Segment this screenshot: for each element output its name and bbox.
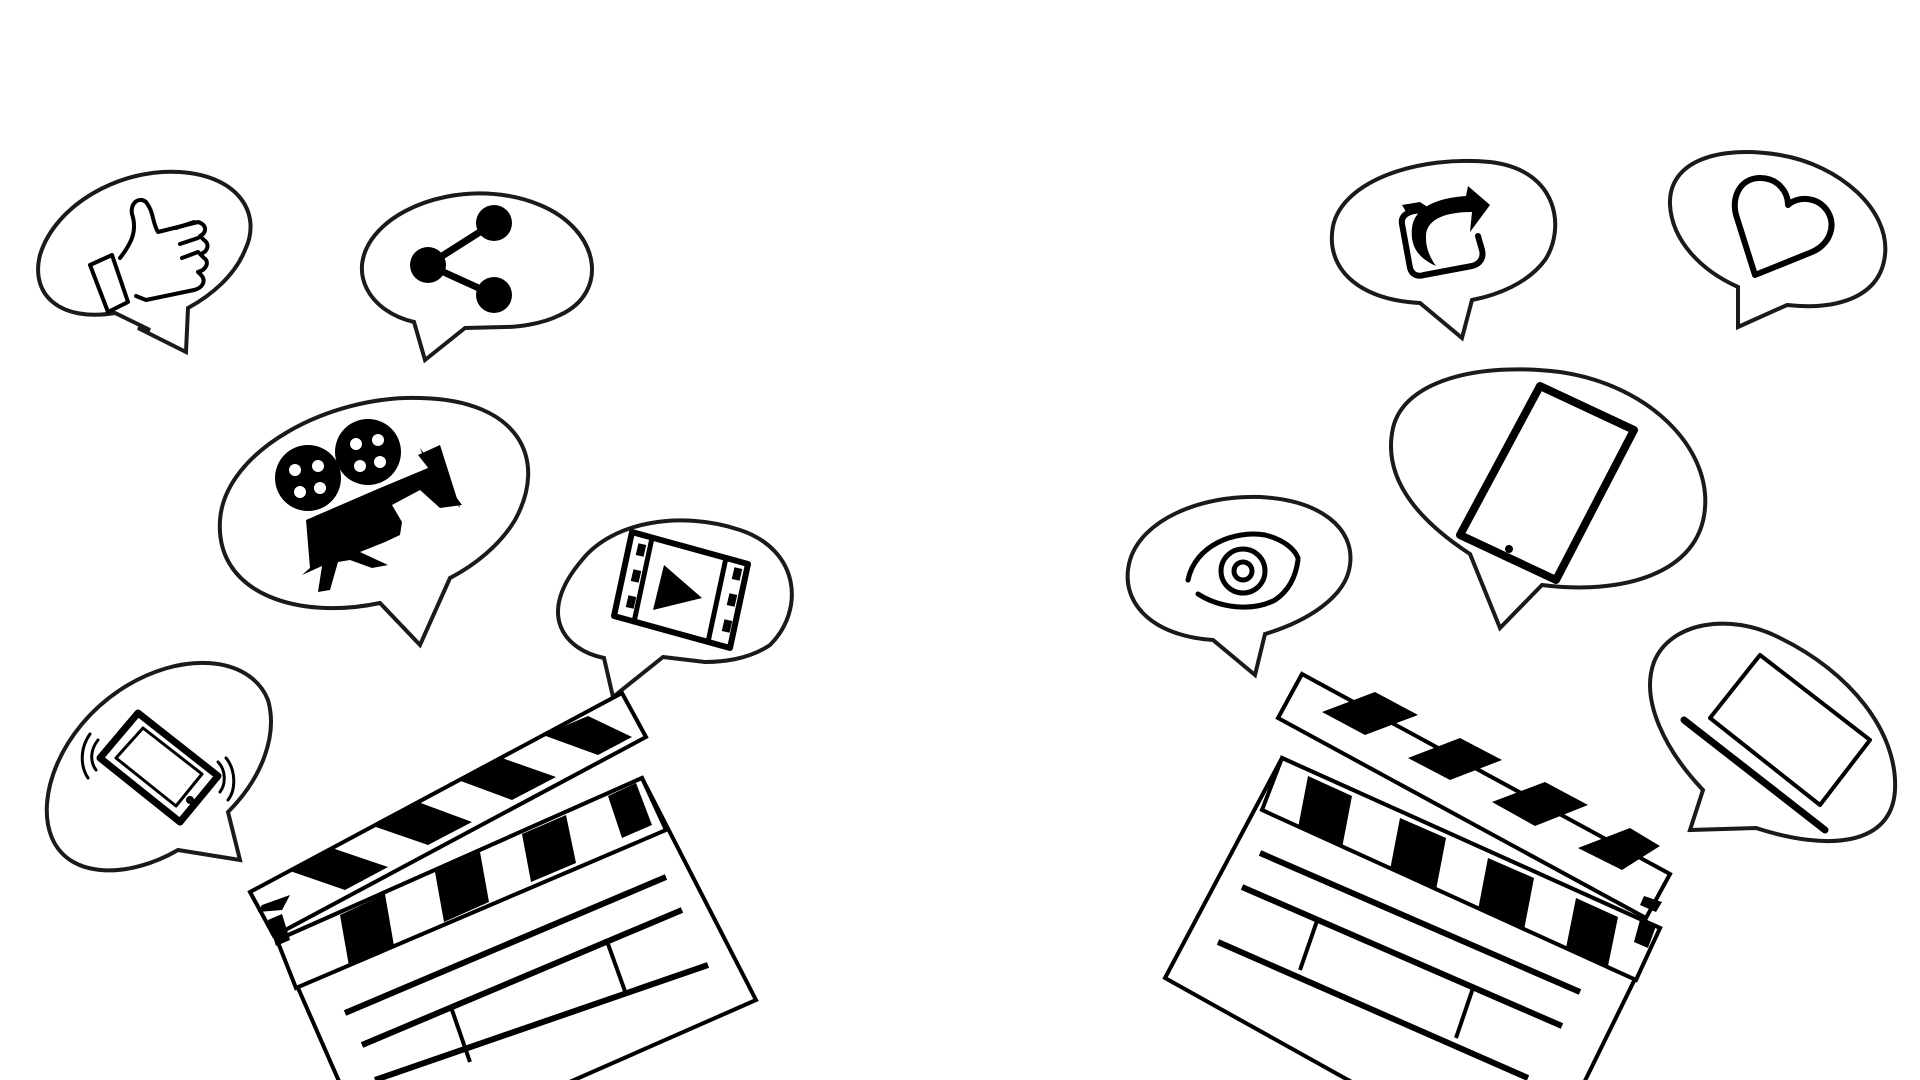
tablet-icon (1456, 382, 1638, 584)
clapperboard-icon (1162, 671, 1673, 1080)
bubble-eye (1125, 494, 1353, 679)
thumbs-up-icon (88, 197, 210, 314)
clapperboard-icon (247, 690, 759, 1080)
bubble-share (360, 191, 595, 364)
share-icon (410, 205, 512, 313)
vibrating-phone-icon (80, 709, 236, 826)
bubble-repost (1329, 158, 1558, 342)
bubble-movie-camera (217, 395, 531, 649)
film-play-icon (611, 529, 751, 651)
movie-camera-icon (275, 419, 462, 592)
bubble-vibrating-phone (44, 660, 273, 873)
bubble-tablet (1389, 367, 1708, 632)
bubble-thumbs-up (36, 169, 253, 356)
bubble-heart (1667, 150, 1888, 331)
bubble-laptop (1648, 621, 1898, 844)
clapperboard-right (1162, 671, 1673, 1080)
laptop-icon (1680, 653, 1872, 834)
heart-icon (1731, 175, 1835, 278)
eye-icon (1185, 531, 1301, 610)
repost-icon (1398, 186, 1490, 279)
bubble-film-play (556, 518, 794, 701)
clapperboard-left (247, 690, 759, 1080)
